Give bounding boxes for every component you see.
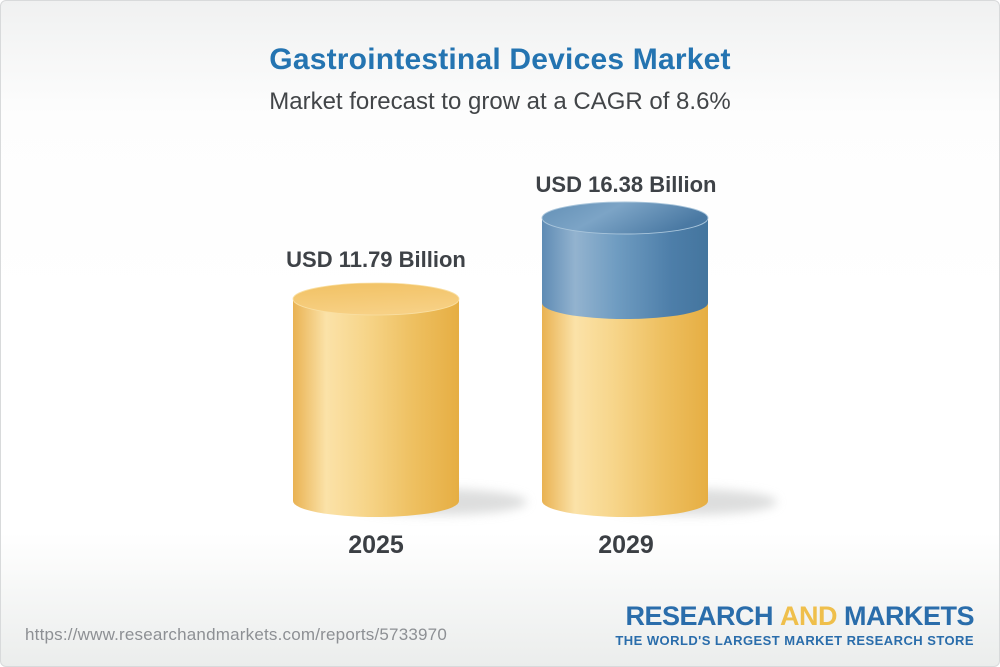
bar-2025: [292, 282, 460, 517]
logo-word-markets: MARKETS: [844, 601, 975, 631]
subtitle: Market forecast to grow at a CAGR of 8.6…: [269, 88, 731, 115]
value-label-2025: USD 11.79 Billion: [286, 247, 466, 272]
category-label-2029: 2029: [598, 531, 654, 559]
report-url: https://www.researchandmarkets.com/repor…: [25, 625, 447, 644]
page-title: Gastrointestinal Devices Market: [269, 43, 731, 76]
logo-word-and: AND: [780, 601, 838, 631]
bar-2029: [541, 201, 709, 517]
research-and-markets-logo: RESEARCH AND MARKETS THE WORLD'S LARGEST M…: [615, 601, 974, 648]
value-label-2029: USD 16.38 Billion: [535, 172, 717, 197]
logo-wordmark: RESEARCH AND MARKETS: [615, 601, 974, 631]
logo-tagline: THE WORLD'S LARGEST MARKET RESEARCH STOR…: [615, 633, 974, 648]
logo-word-research: RESEARCH: [625, 601, 773, 631]
category-label-2025: 2025: [348, 531, 404, 559]
